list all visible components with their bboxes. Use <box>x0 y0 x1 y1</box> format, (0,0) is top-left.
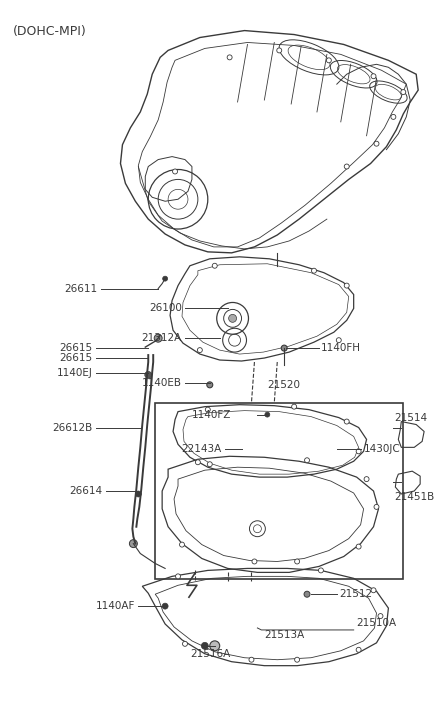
Circle shape <box>229 314 236 322</box>
Bar <box>155 403 403 579</box>
Circle shape <box>265 412 270 417</box>
Text: 26611: 26611 <box>65 284 98 294</box>
Text: 21312A: 21312A <box>142 333 182 343</box>
Circle shape <box>281 345 287 351</box>
Text: 21516A: 21516A <box>190 648 230 659</box>
Circle shape <box>252 559 257 564</box>
Circle shape <box>145 371 152 378</box>
Circle shape <box>374 505 379 510</box>
Circle shape <box>182 641 187 646</box>
Circle shape <box>371 73 376 79</box>
Circle shape <box>277 48 282 53</box>
Circle shape <box>205 407 210 412</box>
Text: 1430JC: 1430JC <box>363 444 401 454</box>
Text: 22143A: 22143A <box>182 444 222 454</box>
Circle shape <box>391 114 396 119</box>
Circle shape <box>227 55 232 60</box>
Circle shape <box>326 58 331 63</box>
Circle shape <box>207 382 213 387</box>
Text: 21510A: 21510A <box>357 618 397 628</box>
Text: 1140AF: 1140AF <box>96 601 135 611</box>
Text: 1140FH: 1140FH <box>321 343 361 353</box>
Circle shape <box>304 591 310 597</box>
Circle shape <box>212 263 217 268</box>
Circle shape <box>344 283 349 288</box>
Circle shape <box>371 587 376 593</box>
Circle shape <box>162 603 168 609</box>
Circle shape <box>378 614 383 619</box>
Circle shape <box>401 89 406 95</box>
Circle shape <box>292 404 297 409</box>
Circle shape <box>176 574 181 579</box>
Circle shape <box>154 334 162 342</box>
Circle shape <box>249 657 254 662</box>
Circle shape <box>356 544 361 549</box>
Circle shape <box>173 169 178 174</box>
Circle shape <box>344 419 349 424</box>
Text: 1140EJ: 1140EJ <box>57 368 93 378</box>
Text: 1140FZ: 1140FZ <box>192 409 231 419</box>
Text: 26100: 26100 <box>149 303 182 313</box>
Circle shape <box>207 462 212 467</box>
Circle shape <box>318 568 323 573</box>
Text: 21512: 21512 <box>339 589 372 599</box>
Circle shape <box>210 641 220 651</box>
Circle shape <box>295 559 300 564</box>
Text: 1140EB: 1140EB <box>142 378 182 387</box>
Circle shape <box>305 458 310 462</box>
Text: 26615: 26615 <box>60 353 93 363</box>
Circle shape <box>129 539 137 547</box>
Circle shape <box>344 164 349 169</box>
Text: 26612B: 26612B <box>53 422 93 433</box>
Circle shape <box>201 643 208 649</box>
Text: 26615: 26615 <box>60 343 93 353</box>
Text: (DOHC-MPI): (DOHC-MPI) <box>13 25 87 38</box>
Circle shape <box>198 348 202 353</box>
Circle shape <box>180 542 185 547</box>
Circle shape <box>356 449 361 454</box>
Text: 26614: 26614 <box>70 486 103 496</box>
Text: 21514: 21514 <box>394 413 427 422</box>
Text: 21520: 21520 <box>267 379 300 390</box>
Circle shape <box>364 477 369 481</box>
Circle shape <box>374 141 379 146</box>
Text: 21513A: 21513A <box>264 630 305 640</box>
Circle shape <box>163 276 168 281</box>
Circle shape <box>195 459 200 465</box>
Text: 21451B: 21451B <box>394 492 434 502</box>
Circle shape <box>135 491 141 497</box>
Circle shape <box>336 338 341 342</box>
Circle shape <box>311 268 317 273</box>
Circle shape <box>295 657 300 662</box>
Circle shape <box>356 647 361 652</box>
